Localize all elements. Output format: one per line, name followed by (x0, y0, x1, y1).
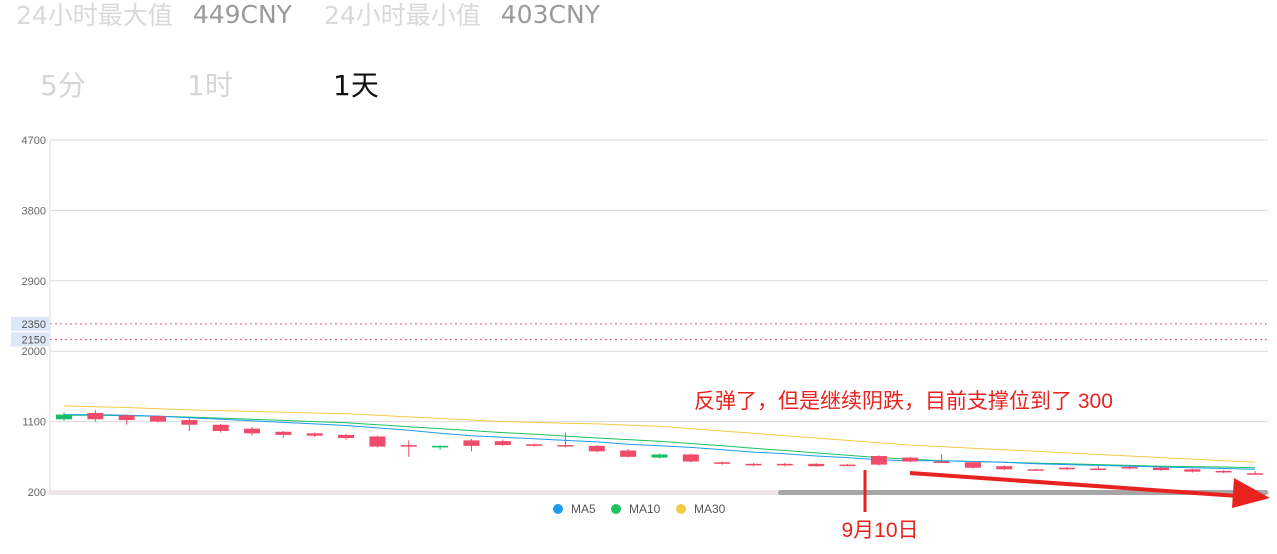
y-tick-label: 2900 (22, 276, 46, 288)
candle-body (150, 416, 167, 422)
candle-body (651, 454, 668, 458)
high-value: 449CNY (192, 0, 292, 29)
candle-body (620, 450, 637, 457)
candle-body (432, 445, 449, 448)
candle-body (933, 461, 950, 463)
candle-body (964, 462, 981, 468)
candle-body (463, 440, 480, 446)
candle-body (306, 433, 323, 436)
candle-body (714, 462, 731, 464)
candle-body (526, 444, 543, 446)
candle-body (557, 445, 574, 447)
y-tick-label: 2000 (22, 346, 46, 358)
candle-body (275, 431, 292, 435)
candle-body (118, 415, 135, 421)
candle-body (682, 454, 699, 462)
candle-body (56, 414, 72, 420)
candle-body (87, 412, 104, 420)
reference-label: 2350 (22, 319, 46, 331)
candle-body (1215, 470, 1232, 473)
y-tick-label: 200 (28, 487, 46, 499)
legend-marker (553, 504, 563, 514)
legend-label: MA10 (629, 502, 661, 516)
legend-marker (611, 504, 621, 514)
price-stats: 24小时最大值 449CNY 24小时最小值 403CNY (16, 0, 632, 34)
candle-body (1152, 467, 1169, 471)
tab-1hour[interactable]: 1时 (187, 69, 233, 102)
candle-body (369, 436, 386, 447)
legend-marker (676, 504, 686, 514)
candle-body (244, 428, 261, 434)
candle-body (1090, 468, 1107, 471)
candle-body (181, 420, 198, 425)
tab-1day[interactable]: 1天 (333, 69, 379, 102)
candle-body (870, 456, 887, 465)
trend-arrow-shaft (909, 471, 1239, 498)
candle-body (1027, 469, 1044, 471)
ma5-line (64, 414, 1256, 470)
candle-body (839, 464, 856, 467)
candle-body (808, 463, 825, 467)
candle-body (1184, 469, 1201, 472)
candle-body (1247, 473, 1263, 475)
tab-5min[interactable]: 5分 (40, 69, 86, 102)
candle-body (588, 445, 605, 452)
candle-body (400, 445, 417, 447)
ma10-line (64, 414, 1256, 469)
low-value: 403CNY (500, 0, 600, 29)
low-label: 24小时最小值 (323, 1, 481, 30)
y-tick-label: 3800 (22, 205, 46, 217)
trend-arrow-head (1232, 478, 1270, 508)
ma30-line (63, 405, 1256, 463)
annotation-comment: 反弹了，但是继续阴跌，目前支撑位到了 300 (694, 390, 1113, 413)
candlestick-chart: 4700 3800 2900 2000 1100 200 2350 2150 MA5 MA10 MA… (11, 135, 1270, 542)
y-tick-label: 4700 (22, 135, 46, 147)
candle-body (494, 441, 511, 446)
annotation-date: 9月10日 (841, 519, 918, 542)
candle-body (996, 466, 1013, 470)
candle-body (776, 463, 793, 466)
candle-body (902, 457, 919, 462)
legend-label: MA5 (571, 502, 596, 516)
candle-body (745, 463, 762, 466)
candle-body (1058, 467, 1075, 470)
reference-label-bg (11, 316, 49, 331)
legend-label: MA30 (694, 502, 726, 516)
candle-body (1121, 466, 1138, 469)
reference-label: 2150 (22, 334, 46, 346)
high-label: 24小时最大值 (16, 1, 173, 30)
candle-body (338, 434, 355, 439)
y-tick-label: 1100 (22, 417, 46, 429)
reference-label-bg (11, 332, 49, 347)
candle-body (212, 424, 229, 431)
